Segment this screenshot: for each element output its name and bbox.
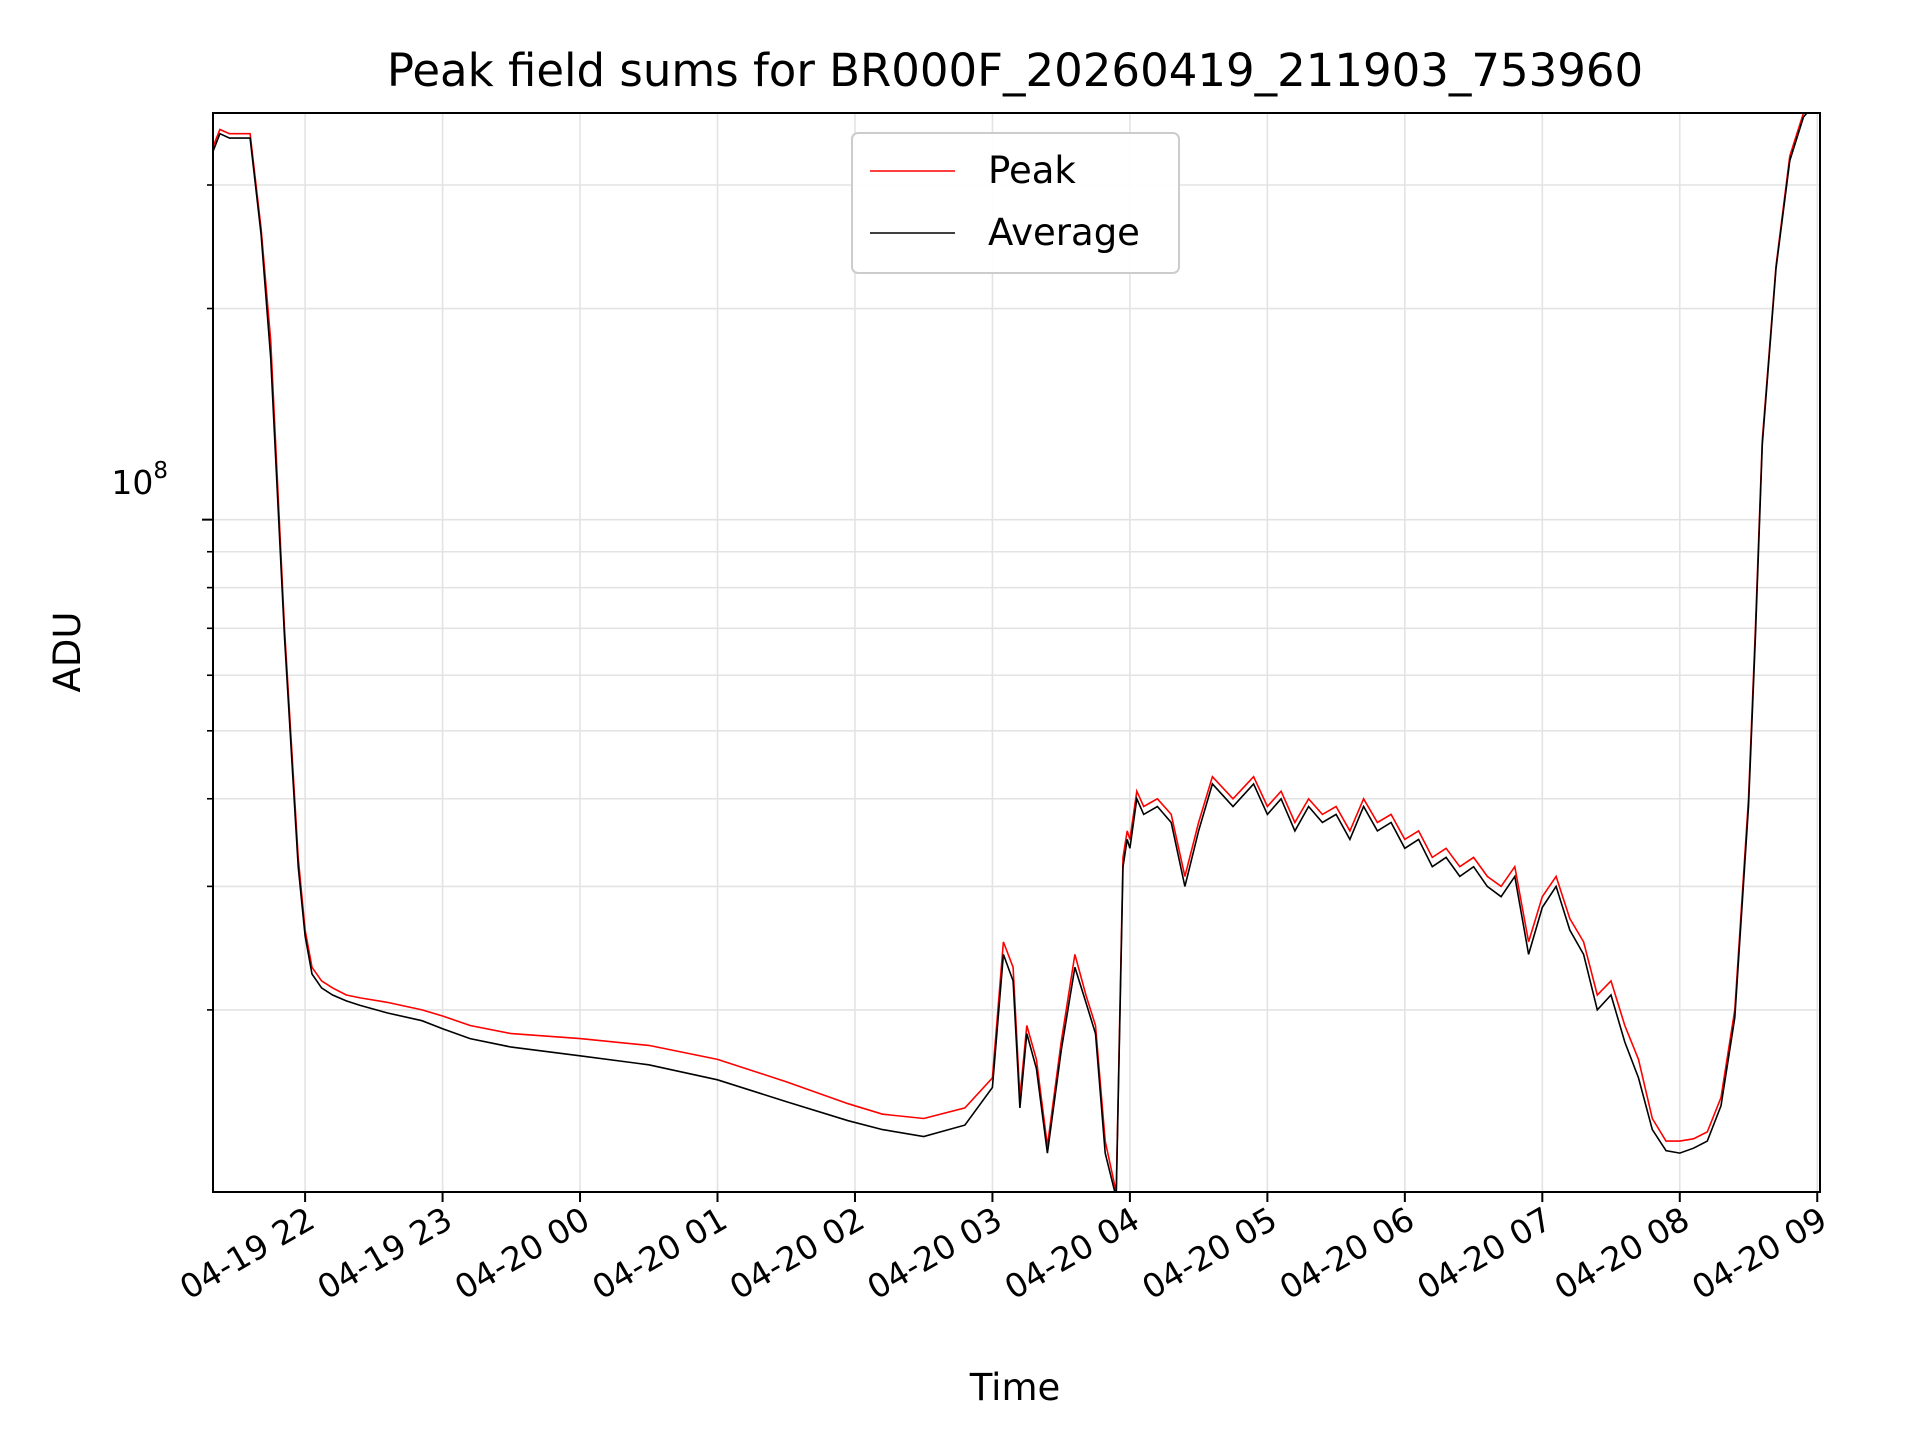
x-tick-label: 04-20 08 bbox=[1548, 1199, 1696, 1307]
grid-lines bbox=[213, 113, 1820, 1192]
legend-label-peak: Peak bbox=[988, 149, 1076, 192]
chart-title: Peak field sums for BR000F_20260419_2119… bbox=[387, 44, 1643, 97]
legend: Peak Average bbox=[851, 132, 1180, 274]
y-tick-label-major: 108 bbox=[111, 458, 168, 502]
x-axis-label: Time bbox=[969, 1366, 1061, 1409]
x-tick-label: 04-20 00 bbox=[448, 1199, 596, 1307]
x-tick-label: 04-20 06 bbox=[1273, 1199, 1421, 1307]
y-tick-exponent: 8 bbox=[153, 458, 168, 484]
y-axis: 108 bbox=[111, 184, 213, 1011]
legend-box bbox=[851, 132, 1180, 274]
series-line-average bbox=[213, 113, 1809, 1192]
legend-label-average: Average bbox=[988, 211, 1140, 254]
x-tick-label: 04-19 22 bbox=[173, 1199, 321, 1307]
y-tick-base: 10 bbox=[111, 463, 153, 502]
x-tick-label: 04-20 03 bbox=[860, 1199, 1008, 1307]
x-tick-label: 04-20 04 bbox=[998, 1199, 1146, 1307]
x-tick-label: 04-20 02 bbox=[723, 1199, 871, 1307]
x-tick-label: 04-20 01 bbox=[586, 1199, 734, 1307]
plot-frame bbox=[212, 112, 1821, 1193]
series-line-peak bbox=[213, 113, 1805, 1192]
x-tick-label: 04-20 05 bbox=[1135, 1199, 1283, 1307]
x-tick-label: 04-19 23 bbox=[311, 1199, 459, 1307]
plot-area bbox=[213, 113, 1809, 1192]
x-tick-label: 04-20 07 bbox=[1410, 1199, 1558, 1307]
y-axis-label: ADU bbox=[46, 612, 89, 693]
x-tick-label: 04-20 09 bbox=[1685, 1199, 1833, 1307]
